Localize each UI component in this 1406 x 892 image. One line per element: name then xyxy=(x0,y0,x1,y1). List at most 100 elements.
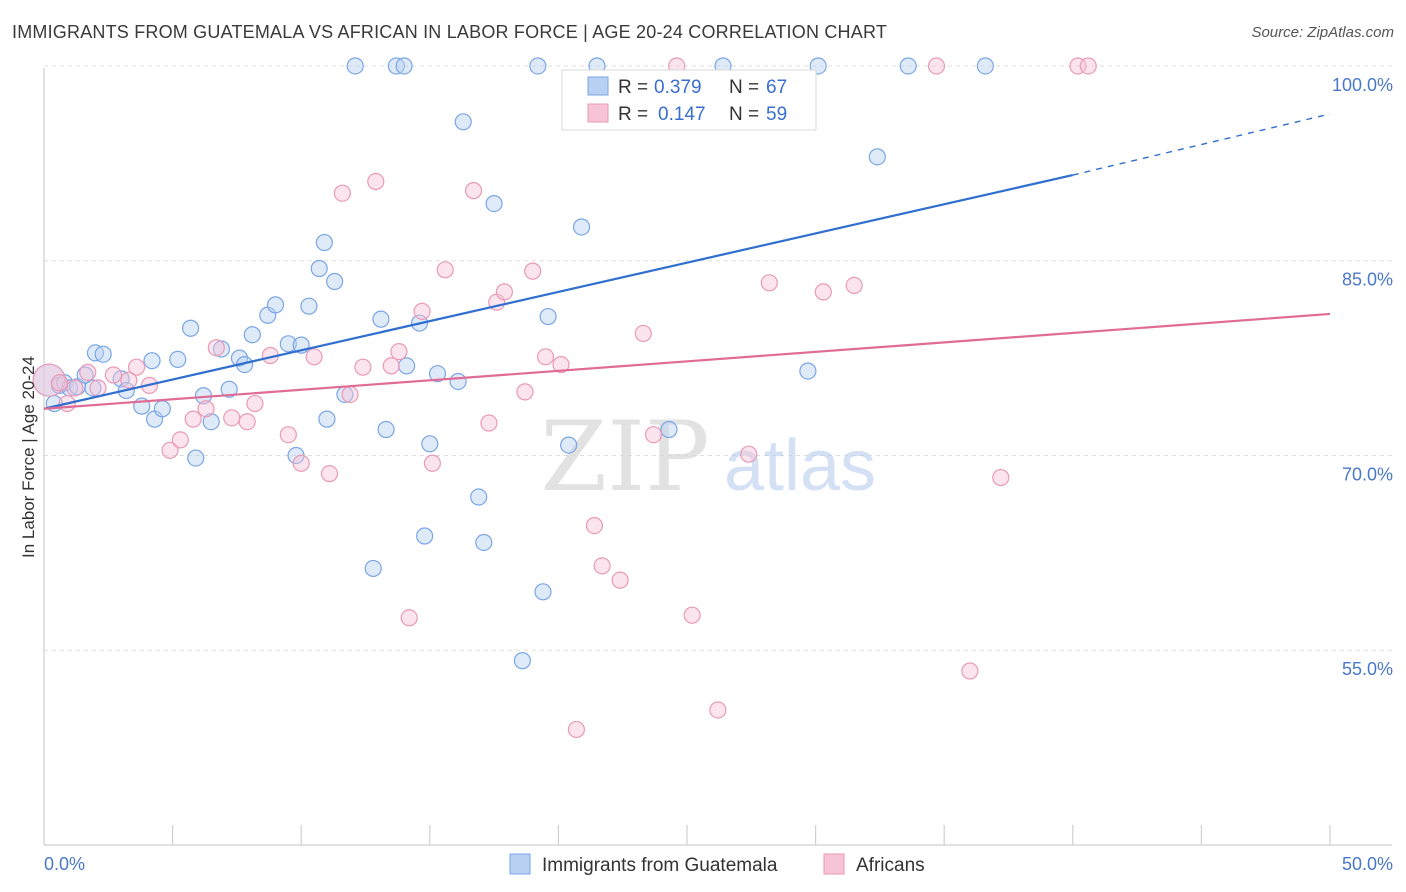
x-tick-label-1: 50.0% xyxy=(1342,854,1393,874)
legend-n-label-africans: N = xyxy=(729,104,759,125)
point-s1-49 xyxy=(709,701,727,719)
point-s1-15 xyxy=(223,409,241,427)
point-s0-15 xyxy=(143,352,161,370)
bottom-legend-label-guatemala: Immigrants from Guatemala xyxy=(542,855,778,876)
legend-n-value-africans: 59 xyxy=(766,104,787,125)
point-s1-38 xyxy=(524,262,542,280)
trend-line-extension-s0 xyxy=(1072,113,1331,176)
point-s1-7 xyxy=(120,371,138,389)
point-s0-54 xyxy=(529,57,547,75)
point-s0-32 xyxy=(310,259,328,278)
point-s1-30 xyxy=(413,302,431,320)
point-s0-57 xyxy=(560,436,578,454)
point-s1-13 xyxy=(197,400,215,418)
series-guatemala-points xyxy=(32,57,994,670)
stats-legend: R = 0.379 N = 67 R = 0.147 N = 59 xyxy=(561,69,817,131)
y-tick-label-2: 70.0% xyxy=(1342,464,1393,484)
point-s1-5 xyxy=(89,379,107,397)
trend-lines xyxy=(43,113,1331,410)
trend-line-s0 xyxy=(43,173,1074,410)
point-s0-34 xyxy=(326,272,344,291)
point-s1-20 xyxy=(292,454,310,472)
point-s0-20 xyxy=(202,413,220,431)
legend-swatch-africans xyxy=(587,103,609,123)
point-s0-22 xyxy=(220,380,238,398)
point-s1-27 xyxy=(382,357,400,375)
legend-r-label-guatemala: R = xyxy=(618,77,648,98)
point-s1-31 xyxy=(423,454,441,472)
legend-n-label-guatemala: N = xyxy=(729,77,759,98)
point-s1-40 xyxy=(552,355,570,374)
point-s1-52 xyxy=(814,283,832,301)
point-s1-48 xyxy=(683,606,701,624)
point-s0-55 xyxy=(534,583,552,601)
point-s1-21 xyxy=(305,348,323,366)
point-s0-38 xyxy=(364,559,382,578)
point-s0-40 xyxy=(377,420,395,439)
axes xyxy=(43,68,1392,846)
point-s1-24 xyxy=(341,385,359,404)
point-s1-50 xyxy=(740,445,758,463)
point-s0-45 xyxy=(416,527,434,545)
point-s0-25 xyxy=(243,326,261,344)
chart-source: Source: ZipAtlas.com xyxy=(1251,24,1394,41)
point-s1-4 xyxy=(79,363,97,381)
legend-r-value-guatemala: 0.379 xyxy=(654,77,702,98)
point-s1-25 xyxy=(354,358,372,376)
point-s1-0 xyxy=(32,363,66,397)
bottom-legend-swatch-guatemala xyxy=(509,853,531,875)
point-s0-6 xyxy=(76,366,94,384)
point-s0-31 xyxy=(300,297,318,315)
point-s0-14 xyxy=(153,400,171,418)
point-s1-58 xyxy=(1079,57,1097,75)
point-s0-66 xyxy=(976,57,994,75)
point-s0-50 xyxy=(470,488,488,506)
y-tick-label-0: 100.0% xyxy=(1332,75,1393,95)
x-tick-marks xyxy=(172,825,1331,845)
point-s1-28 xyxy=(390,343,408,361)
point-s1-36 xyxy=(495,283,513,301)
point-s0-60 xyxy=(660,420,678,439)
bottom-legend-swatch-africans xyxy=(823,853,845,875)
point-s0-43 xyxy=(398,357,416,375)
point-s1-41 xyxy=(567,720,586,739)
point-s0-9 xyxy=(84,379,102,397)
point-s0-47 xyxy=(428,365,447,383)
point-s0-18 xyxy=(187,449,205,467)
point-s1-34 xyxy=(480,414,498,432)
point-s0-48 xyxy=(449,372,467,391)
point-s0-28 xyxy=(279,335,297,353)
point-s1-53 xyxy=(845,276,863,294)
point-s0-17 xyxy=(182,319,200,337)
point-s1-12 xyxy=(184,410,202,428)
point-s1-46 xyxy=(644,426,663,444)
watermark-atlas: atlas xyxy=(724,426,876,506)
gridlines xyxy=(44,65,1392,651)
point-s1-10 xyxy=(161,441,179,459)
point-s1-3 xyxy=(66,379,84,397)
point-s0-16 xyxy=(169,350,187,369)
point-s0-35 xyxy=(318,410,336,428)
point-s1-42 xyxy=(585,516,604,535)
point-s1-32 xyxy=(436,261,454,279)
y-tick-label-1: 85.0% xyxy=(1342,270,1393,290)
point-s1-8 xyxy=(127,358,146,376)
point-s0-58 xyxy=(572,218,591,236)
legend-n-value-guatemala: 67 xyxy=(766,77,787,98)
point-s1-51 xyxy=(760,274,778,292)
legend-r-label-africans: R = xyxy=(618,104,648,125)
y-axis-title: In Labor Force | Age 20-24 xyxy=(19,356,38,558)
y-tick-labels: 100.0% 85.0% 70.0% 55.0% xyxy=(1332,75,1393,679)
point-s0-42 xyxy=(395,57,413,75)
x-tick-labels: 0.0% 50.0% xyxy=(44,854,1393,874)
point-s0-64 xyxy=(868,148,886,166)
point-s1-6 xyxy=(104,366,123,384)
point-s1-39 xyxy=(536,348,555,366)
point-s1-16 xyxy=(238,413,256,431)
point-s1-54 xyxy=(927,57,946,75)
point-s1-45 xyxy=(634,324,652,343)
series-legend: Immigrants from Guatemala Africans xyxy=(509,853,925,876)
point-s1-55 xyxy=(961,662,979,680)
point-s1-44 xyxy=(611,571,629,589)
